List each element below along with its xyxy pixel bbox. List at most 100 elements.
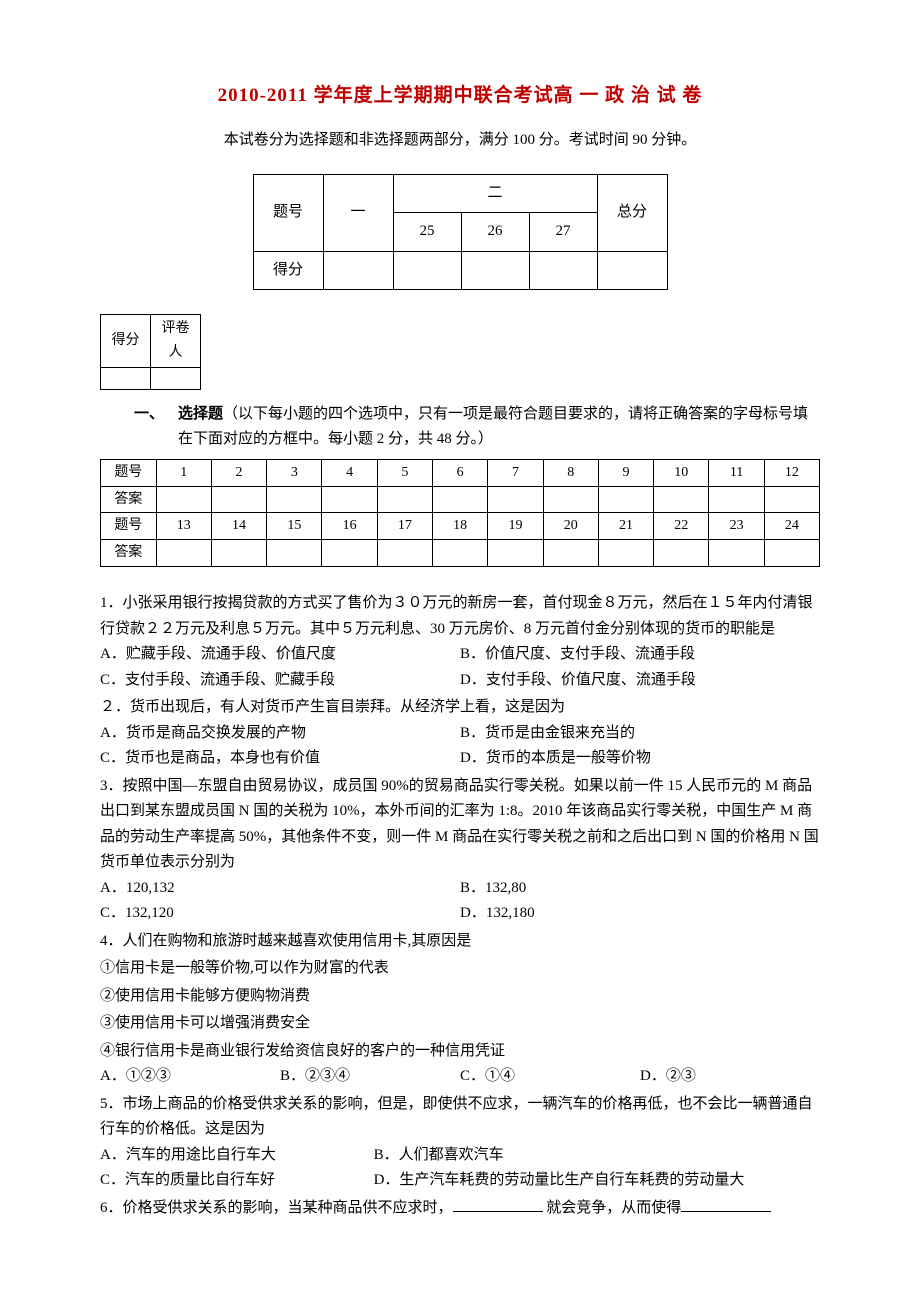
grid-num: 2 <box>211 459 266 486</box>
grid-num: 15 <box>267 513 322 540</box>
q1-opt-c: C．支付手段、流通手段、贮藏手段 <box>100 668 460 694</box>
score-blank <box>529 251 597 290</box>
grid-num: 6 <box>433 459 488 486</box>
grid-blank <box>156 540 211 567</box>
question-3: 3．按照中国—东盟自由贸易协议，成员国 90%的贸易商品实行零关税。如果以前一件… <box>100 774 820 876</box>
grid-num: 24 <box>764 513 819 540</box>
grid-num: 13 <box>156 513 211 540</box>
section-1-desc: （以下每小题的四个选项中，只有一项是最符合题目要求的，请将正确答案的字母标号填在… <box>178 406 808 448</box>
score-col-one: 一 <box>323 174 393 251</box>
q1-opt-b: B．价值尺度、支付手段、流通手段 <box>460 642 820 668</box>
q4-opt-c: C．①④ <box>460 1064 640 1090</box>
grid-num: 16 <box>322 513 377 540</box>
score-sub-26: 26 <box>461 213 529 252</box>
q1-opt-a: A．贮藏手段、流通手段、价值尺度 <box>100 642 460 668</box>
q5-opt-a: A．汽车的用途比自行车大 <box>100 1143 374 1169</box>
grid-blank <box>433 540 488 567</box>
q4-stmt-3: ③使用信用卡可以增强消费安全 <box>100 1011 820 1037</box>
q5-opt-b: B．人们都喜欢汽车 <box>374 1143 820 1169</box>
q6-blank-2 <box>681 1197 771 1212</box>
exam-subtitle: 本试卷分为选择题和非选择题两部分，满分 100 分。考试时间 90 分钟。 <box>100 128 820 154</box>
grid-num: 7 <box>488 459 543 486</box>
grid-blank <box>543 486 598 513</box>
grader-blank <box>151 367 201 389</box>
grid-num: 12 <box>764 459 819 486</box>
score-sub-25: 25 <box>393 213 461 252</box>
q6-pre: 6．价格受供求关系的影响，当某种商品供不应求时， <box>100 1200 453 1216</box>
score-blank <box>393 251 461 290</box>
grid-num: 5 <box>377 459 432 486</box>
q2-opt-c: C．货币也是商品，本身也有价值 <box>100 746 460 772</box>
grid-num: 9 <box>598 459 653 486</box>
answer-grid: 题号 1 2 3 4 5 6 7 8 9 10 11 12 答案 题号 13 1… <box>100 459 820 567</box>
question-1: 1．小张采用银行按揭贷款的方式买了售价为３０万元的新房一套，首付现金８万元，然后… <box>100 591 820 642</box>
exam-title: 2010-2011 学年度上学期期中联合考试高 一 政 治 试 卷 <box>100 80 820 112</box>
grid-blank <box>156 486 211 513</box>
q3-opt-c: C．132,120 <box>100 901 460 927</box>
grid-num: 8 <box>543 459 598 486</box>
grid-blank <box>709 486 764 513</box>
grid-blank <box>211 486 266 513</box>
grid-num: 21 <box>598 513 653 540</box>
grader-blank <box>101 367 151 389</box>
score-blank <box>461 251 529 290</box>
score-col-header: 题号 <box>253 174 323 251</box>
grid-blank <box>488 486 543 513</box>
q4-opt-d: D．②③ <box>640 1064 820 1090</box>
grid-blank <box>211 540 266 567</box>
grid-num: 17 <box>377 513 432 540</box>
grid-blank <box>764 540 819 567</box>
q6-mid: 就会竞争，从而使得 <box>543 1200 682 1216</box>
score-blank <box>323 251 393 290</box>
grid-num: 10 <box>654 459 709 486</box>
question-4: 4．人们在购物和旅游时越来越喜欢使用信用卡,其原因是 <box>100 929 820 955</box>
grid-blank <box>377 486 432 513</box>
grid-num: 18 <box>433 513 488 540</box>
grid-blank <box>598 540 653 567</box>
section-1-header: 一、 选择题（以下每小题的四个选项中，只有一项是最符合题目要求的，请将正确答案的… <box>100 402 820 453</box>
question-6: 6．价格受供求关系的影响，当某种商品供不应求时， 就会竞争，从而使得 <box>100 1196 820 1222</box>
q2-opt-b: B．货币是由金银来充当的 <box>460 721 820 747</box>
question-5: 5．市场上商品的价格受供求关系的影响，但是，即使供不应求，一辆汽车的价格再低，也… <box>100 1092 820 1143</box>
grid-num: 19 <box>488 513 543 540</box>
grid-num: 3 <box>267 459 322 486</box>
grid-num: 20 <box>543 513 598 540</box>
q2-opt-d: D．货币的本质是一般等价物 <box>460 746 820 772</box>
score-blank <box>597 251 667 290</box>
grid-num: 1 <box>156 459 211 486</box>
grid-num: 14 <box>211 513 266 540</box>
grid-blank <box>488 540 543 567</box>
grader-person-label: 评卷人 <box>151 315 201 368</box>
q3-opt-b: B．132,80 <box>460 876 820 902</box>
grid-q-label: 题号 <box>101 459 157 486</box>
grid-blank <box>654 540 709 567</box>
q3-opt-a: A．120,132 <box>100 876 460 902</box>
score-summary-table: 题号 一 二 总分 25 26 27 得分 <box>253 174 668 291</box>
q4-opt-b: B．②③④ <box>280 1064 460 1090</box>
grid-blank <box>322 486 377 513</box>
grid-a-label: 答案 <box>101 486 157 513</box>
score-row-label: 得分 <box>253 251 323 290</box>
score-col-two: 二 <box>393 174 597 213</box>
grid-num: 11 <box>709 459 764 486</box>
grid-blank <box>543 540 598 567</box>
score-col-total: 总分 <box>597 174 667 251</box>
grid-q-label: 题号 <box>101 513 157 540</box>
grid-blank <box>764 486 819 513</box>
section-1-name: 选择题 <box>178 406 223 422</box>
grid-blank <box>377 540 432 567</box>
q3-opt-d: D．132,180 <box>460 901 820 927</box>
grid-blank <box>433 486 488 513</box>
grid-blank <box>598 486 653 513</box>
grid-blank <box>322 540 377 567</box>
grader-table: 得分 评卷人 <box>100 314 201 390</box>
question-2: ２．货币出现后，有人对货币产生盲目崇拜。从经济学上看，这是因为 <box>100 695 820 721</box>
section-1-label: 一、 <box>100 402 172 428</box>
grid-a-label: 答案 <box>101 540 157 567</box>
grid-num: 23 <box>709 513 764 540</box>
q4-stmt-1: ①信用卡是一般等价物,可以作为财富的代表 <box>100 956 820 982</box>
score-sub-27: 27 <box>529 213 597 252</box>
q2-opt-a: A．货币是商品交换发展的产物 <box>100 721 460 747</box>
q5-opt-d: D．生产汽车耗费的劳动量比生产自行车耗费的劳动量大 <box>374 1168 820 1194</box>
q1-opt-d: D．支付手段、价值尺度、流通手段 <box>460 668 820 694</box>
